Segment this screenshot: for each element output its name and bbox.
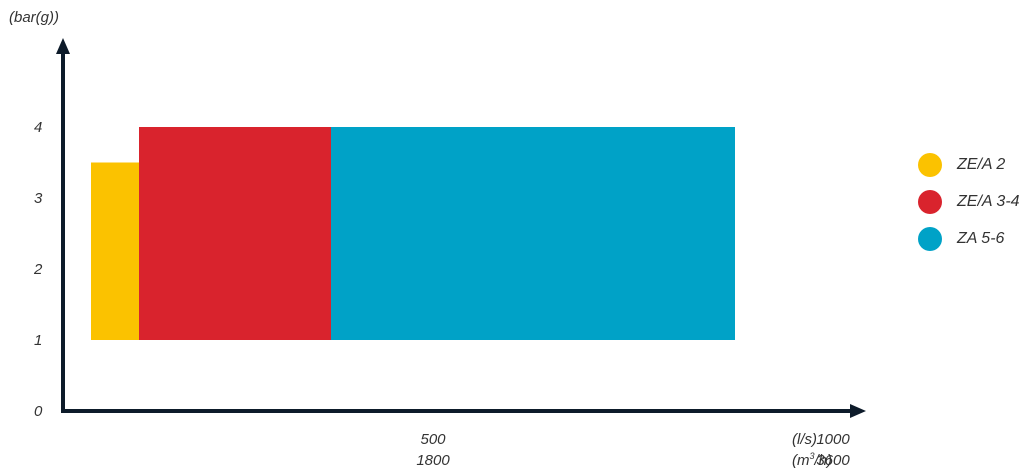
- y-tick-labels: 0 1 2 3 4: [33, 119, 43, 420]
- y-axis-arrow-icon: [56, 38, 70, 54]
- chart-bars: [91, 127, 735, 340]
- x-axis-arrow-icon: [850, 404, 866, 418]
- chart-axes: [56, 38, 866, 418]
- y-tick-label: 4: [34, 119, 42, 136]
- bar-za-5-6: [331, 127, 735, 340]
- legend-swatch: [918, 226, 942, 251]
- legend-item: ZE/A 2: [918, 152, 1020, 177]
- y-tick-label: 0: [34, 403, 43, 420]
- x-tick-label-secondary: 3600: [816, 452, 850, 468]
- x-tick-label-secondary: 1800: [416, 452, 450, 468]
- legend-item: ZE/A 3-4: [918, 189, 1020, 214]
- bar-ze-a-3-4: [139, 127, 331, 340]
- y-tick-label: 2: [33, 261, 43, 278]
- legend-label: ZA 5-6: [957, 229, 1005, 247]
- x-tick-label-primary: 1000: [816, 431, 850, 448]
- y-axis-label: (bar(g)): [9, 9, 59, 26]
- legend-label: ZE/A 3-4: [957, 192, 1020, 210]
- legend-swatch: [918, 152, 942, 177]
- y-tick-label: 3: [34, 190, 43, 207]
- x-tick-labels: 5001800100036001500520020007200: [416, 431, 850, 468]
- y-tick-label: 1: [34, 332, 42, 349]
- legend-label: ZE/A 2: [957, 155, 1006, 173]
- x-unit-secondary: (m3/h): [792, 451, 832, 468]
- x-tick-label-primary: 500: [420, 431, 446, 448]
- legend-item: ZA 5-6: [918, 226, 1020, 251]
- legend-swatch: [918, 189, 942, 214]
- legend: ZE/A 2 ZE/A 3-4 ZA 5-6: [918, 152, 1020, 263]
- x-unit-primary: (l/s): [792, 431, 817, 448]
